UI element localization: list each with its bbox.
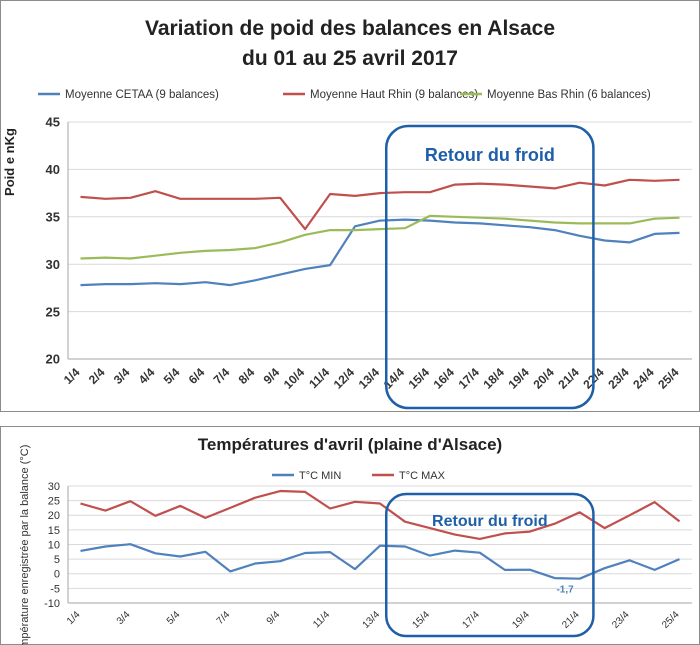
chart-title: Températures d'avril (plaine d'Alsace) [198, 435, 502, 454]
y-axis-label: Température enregistrée par la balance (… [19, 445, 31, 645]
y-tick-label: 10 [48, 539, 60, 551]
y-tick-label: 35 [46, 209, 60, 224]
annotation-box [384, 492, 595, 638]
y-tick-label: 45 [46, 115, 60, 130]
annotation-label: Retour du froid [425, 145, 555, 165]
y-tick-labels: -10 -5 0 5 10 15 20 25 30 [44, 481, 60, 610]
legend-label: Moyenne Bas Rhin (6 balances) [487, 89, 651, 101]
gridlines [67, 121, 692, 360]
series-lines [80, 178, 680, 287]
y-tick-label: 30 [46, 257, 60, 272]
legend: T°C MIN T°C MAX [272, 470, 446, 482]
chart-title: Variation de poid des balances en Alsace [145, 17, 555, 40]
series-lines [80, 489, 681, 580]
chart-subtitle: du 01 au 25 avril 2017 [242, 47, 458, 70]
annotation-label: Retour du froid [432, 513, 548, 530]
y-tick-label: 20 [48, 510, 60, 522]
y-tick-label: 25 [48, 496, 60, 508]
y-tick-label: 5 [54, 554, 60, 566]
y-tick-label: 25 [46, 304, 60, 319]
y-tick-label: 20 [46, 352, 60, 367]
data-labels: -1,7 [556, 585, 574, 596]
weight-chart: Variation de poid des balances en Alsace… [0, 0, 700, 412]
gridlines [67, 485, 692, 604]
series-line-moyenne-cetaa-9-balances [80, 218, 680, 287]
chart-panel-temperature: Températures d'avril (plaine d'Alsace) T… [0, 426, 700, 645]
y-tick-label: -5 [50, 583, 60, 595]
legend-label: T°C MAX [399, 470, 446, 482]
annotation-box [384, 124, 595, 410]
y-tick-label: 40 [46, 162, 60, 177]
y-axis-label: Poid e nKg [2, 128, 17, 196]
temperature-chart: Températures d'avril (plaine d'Alsace) T… [0, 426, 700, 645]
chart-panel-weight: Variation de poid des balances en Alsace… [0, 0, 700, 412]
y-tick-label: 0 [54, 569, 60, 581]
y-tick-labels: 20 25 30 35 40 45 [46, 115, 60, 367]
y-tick-label: 15 [48, 525, 60, 537]
chart-frame [0, 0, 700, 412]
legend-label: T°C MIN [299, 470, 341, 482]
legend-label: Moyenne CETAA (9 balances) [65, 89, 219, 101]
series-line-moyenne-haut-rhin-9-balances [80, 178, 680, 231]
legend-label: Moyenne Haut Rhin (9 balances) [310, 89, 478, 101]
legend: Moyenne CETAA (9 balances) Moyenne Haut R… [38, 89, 651, 101]
y-tick-label: 30 [48, 481, 60, 493]
series-line-moyenne-bas-rhin-6-balances [80, 214, 680, 260]
series-line-t-c-max [80, 489, 681, 541]
y-tick-label: -10 [44, 598, 60, 610]
chart-frame [0, 426, 700, 645]
data-label: -1,7 [556, 585, 574, 596]
series-line-t-c-min [80, 543, 680, 580]
